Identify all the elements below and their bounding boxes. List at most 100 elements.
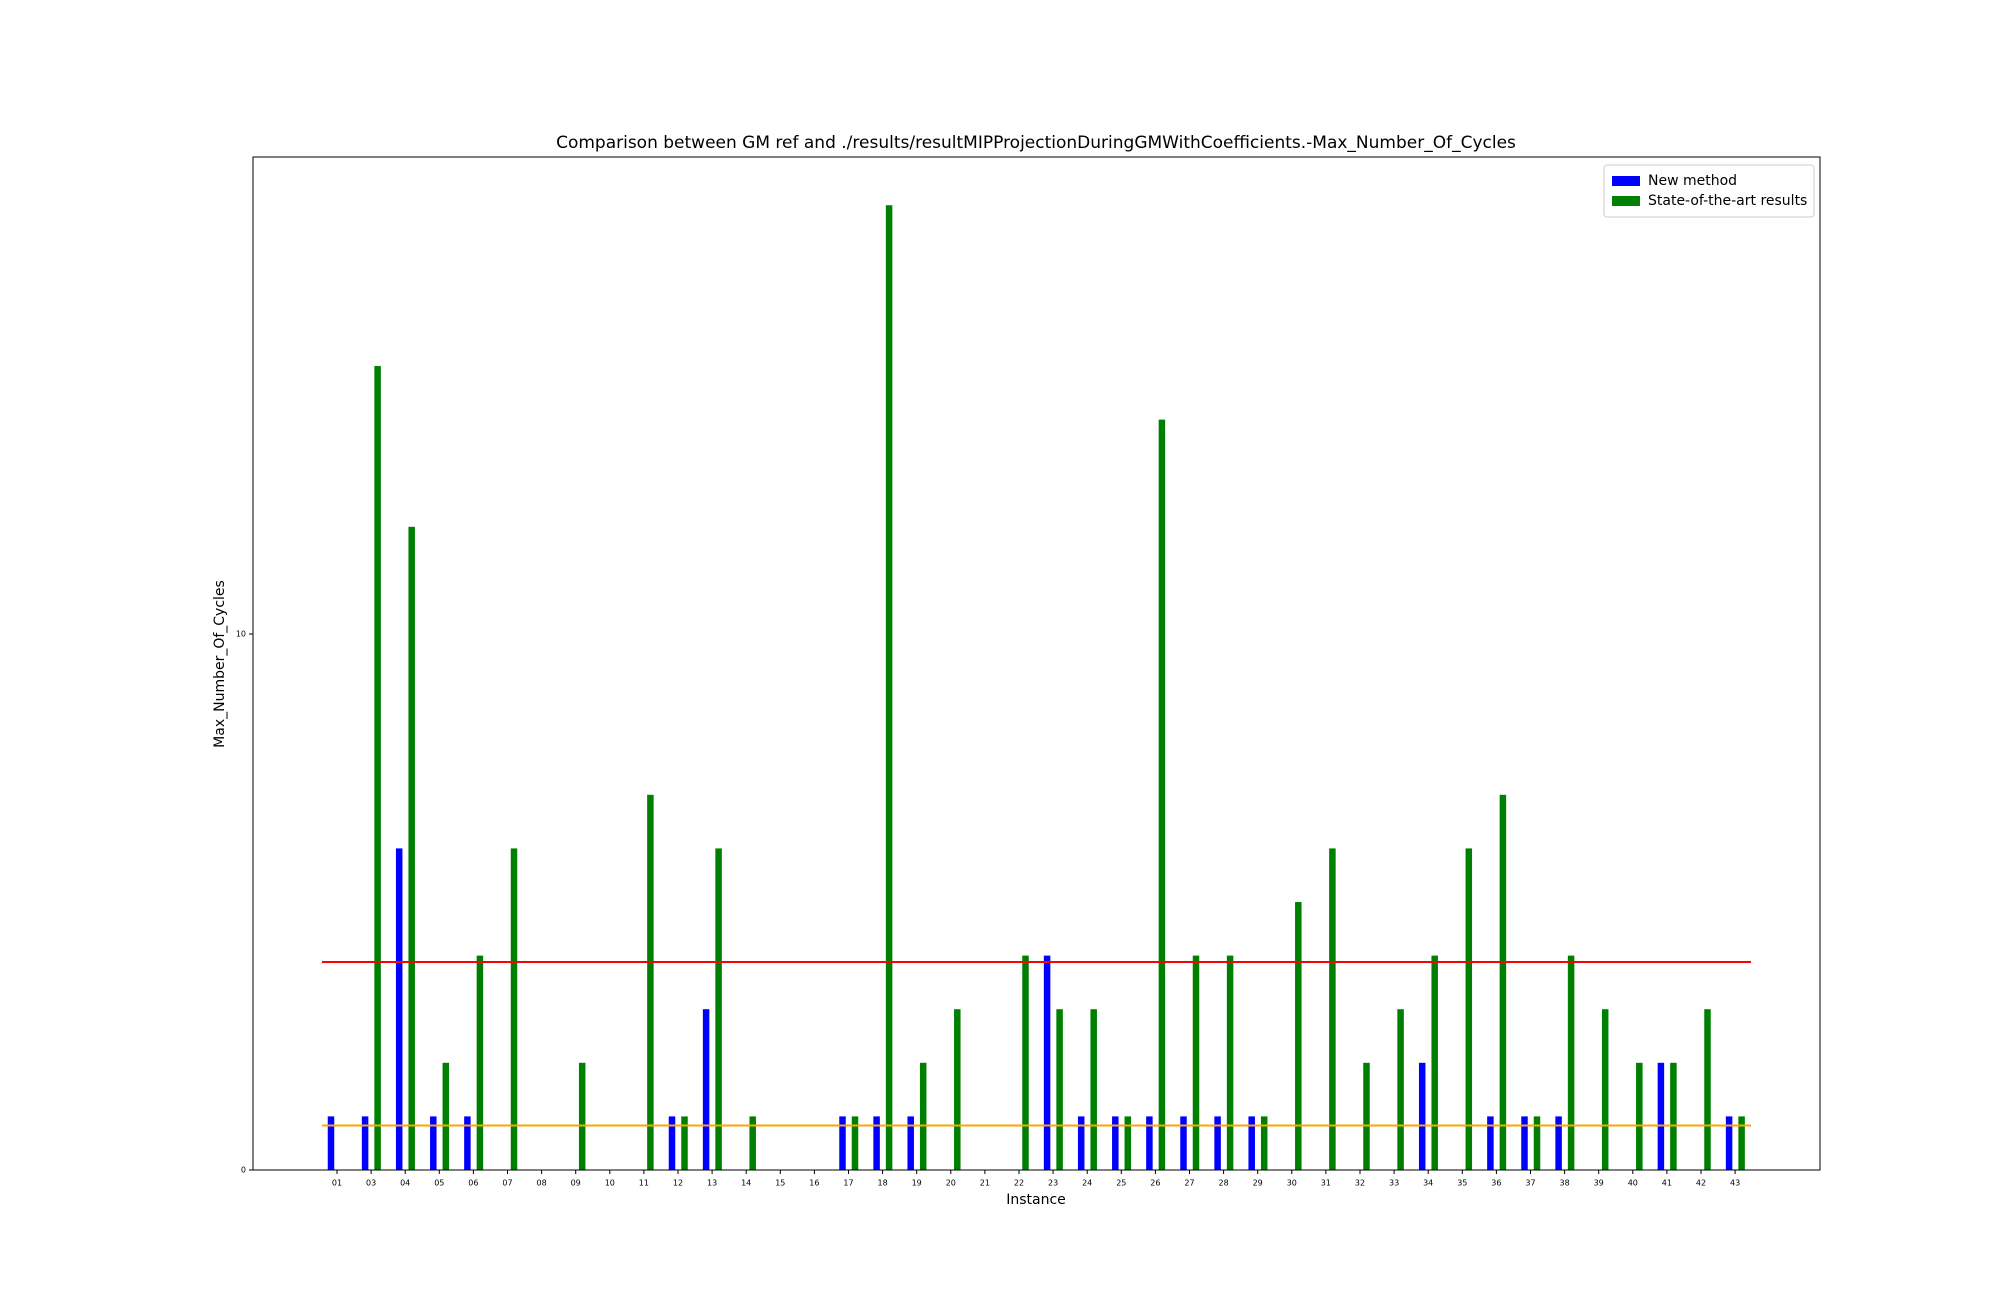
x-tick-label: 39	[1594, 1179, 1604, 1188]
bar	[1124, 1116, 1132, 1170]
x-tick-label: 38	[1560, 1179, 1570, 1188]
bar	[1260, 1116, 1268, 1170]
x-tick-label: 26	[1150, 1179, 1160, 1188]
x-tick-label: 24	[1082, 1179, 1092, 1188]
x-tick-label: 19	[912, 1179, 922, 1188]
x-tick-label: 35	[1457, 1179, 1467, 1188]
bar	[1295, 902, 1302, 1170]
chart-title: Comparison between GM ref and ./results/…	[556, 133, 1516, 153]
plot-frame	[252, 156, 1821, 1171]
bar	[647, 794, 654, 1170]
bar	[1567, 955, 1575, 1170]
x-tick-label: 37	[1525, 1179, 1535, 1188]
x-tick-label: 22	[1014, 1179, 1024, 1188]
bar	[954, 1009, 961, 1170]
x-tick-label: 13	[707, 1179, 717, 1188]
bar	[919, 1062, 927, 1170]
bar	[430, 1116, 437, 1170]
bar	[578, 1062, 586, 1170]
bar	[681, 1116, 688, 1170]
bar	[476, 955, 484, 1170]
x-tick-label: 34	[1423, 1179, 1433, 1188]
bar	[1431, 955, 1438, 1170]
bar	[1146, 1116, 1153, 1170]
bar	[749, 1116, 756, 1170]
x-tick-label: 33	[1389, 1179, 1399, 1188]
x-tick-label: 20	[946, 1179, 956, 1188]
bar	[1521, 1116, 1528, 1170]
x-tick-label: 10	[605, 1179, 615, 1188]
x-tick-label: 06	[468, 1179, 478, 1188]
x-tick-label: 27	[1184, 1179, 1194, 1188]
bar	[1487, 1116, 1494, 1170]
x-tick-label: 40	[1628, 1179, 1638, 1188]
x-tick-label: 05	[434, 1179, 444, 1188]
bar	[668, 1116, 676, 1170]
bar	[885, 205, 893, 1170]
bar	[1043, 955, 1051, 1170]
bar	[395, 848, 403, 1170]
x-tick-label: 16	[809, 1179, 819, 1188]
bar	[1090, 1009, 1097, 1170]
bar	[510, 848, 518, 1170]
bar	[1397, 1009, 1404, 1170]
bar	[1363, 1062, 1370, 1170]
x-tick-label: 23	[1048, 1179, 1058, 1188]
x-tick-label: 08	[537, 1179, 547, 1188]
legend-box	[1603, 164, 1815, 218]
bar	[1214, 1116, 1221, 1170]
x-tick-label: 42	[1696, 1179, 1706, 1188]
bar	[1226, 955, 1234, 1170]
bar	[1248, 1116, 1255, 1170]
y-tick-label: 0	[241, 1166, 246, 1175]
bar	[1601, 1009, 1609, 1170]
y-tick-label: 10	[236, 630, 246, 639]
x-tick-label: 25	[1116, 1179, 1126, 1188]
x-tick-label: 01	[332, 1179, 342, 1188]
x-tick-label: 04	[400, 1179, 410, 1188]
bar	[1022, 955, 1029, 1170]
x-tick-label: 28	[1219, 1179, 1229, 1188]
bar	[907, 1116, 914, 1170]
x-tick-label: 32	[1355, 1179, 1365, 1188]
bar	[1555, 1116, 1562, 1170]
x-tick-label: 11	[639, 1179, 649, 1188]
bar	[374, 366, 381, 1170]
bar	[1657, 1062, 1665, 1170]
legend-label: New method	[1648, 173, 1737, 189]
bar	[1192, 955, 1200, 1170]
bar	[1738, 1116, 1745, 1170]
bar	[1056, 1009, 1063, 1170]
legend-swatch	[1612, 196, 1640, 206]
bar	[327, 1116, 335, 1170]
bar	[1533, 1116, 1541, 1170]
bar	[1725, 1116, 1733, 1170]
bar	[1465, 848, 1473, 1170]
x-tick-label: 41	[1662, 1179, 1672, 1188]
x-tick-label: 09	[571, 1179, 581, 1188]
x-tick-label: 17	[843, 1179, 853, 1188]
bar	[873, 1116, 880, 1170]
x-tick-label: 07	[502, 1179, 512, 1188]
bar	[361, 1116, 369, 1170]
bar	[1112, 1116, 1119, 1170]
x-tick-label: 03	[366, 1179, 376, 1188]
x-tick-label: 31	[1321, 1179, 1331, 1188]
bar	[1329, 848, 1336, 1170]
x-tick-label: 12	[673, 1179, 683, 1188]
x-axis-label: Instance	[1006, 1192, 1066, 1208]
legend-label: State-of-the-art results	[1648, 193, 1807, 209]
bar	[1180, 1116, 1187, 1170]
x-tick-label: 30	[1287, 1179, 1297, 1188]
bar	[408, 526, 415, 1170]
x-tick-label: 15	[775, 1179, 785, 1188]
y-axis-label: Max_Number_Of_Cycles	[212, 580, 228, 748]
x-tick-label: 29	[1253, 1179, 1263, 1188]
bar	[851, 1116, 859, 1170]
bar	[1636, 1062, 1643, 1170]
bar	[715, 848, 722, 1170]
legend-swatch	[1612, 176, 1640, 186]
bar	[464, 1116, 471, 1170]
bar	[1704, 1009, 1711, 1170]
x-tick-label: 43	[1730, 1179, 1740, 1188]
